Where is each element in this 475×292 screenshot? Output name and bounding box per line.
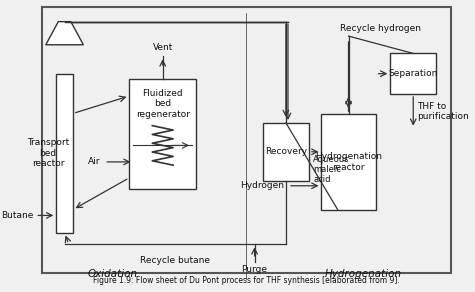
Text: Hydrogen: Hydrogen <box>240 181 284 190</box>
Bar <box>322 114 376 210</box>
Text: Figure 1.9: Flow sheet of Du Pont process for THF synthesis [elaborated from 9].: Figure 1.9: Flow sheet of Du Pont proces… <box>93 276 399 285</box>
Text: Recovery: Recovery <box>265 147 307 156</box>
Text: THF to
purification: THF to purification <box>418 102 469 121</box>
Text: Hydrogenation
reactor: Hydrogenation reactor <box>315 152 382 172</box>
Text: Fluidized
bed
regenerator: Fluidized bed regenerator <box>136 89 190 119</box>
Text: Air: Air <box>87 157 100 166</box>
Text: Butane: Butane <box>1 211 33 220</box>
Text: Recycle butane: Recycle butane <box>140 256 210 265</box>
Text: Purge: Purge <box>242 265 267 274</box>
Text: Recycle hydrogen: Recycle hydrogen <box>341 24 421 33</box>
Bar <box>56 74 73 233</box>
Text: Vent: Vent <box>152 43 173 52</box>
Text: Separation: Separation <box>389 69 438 78</box>
Text: Transport
bed
reactor: Transport bed reactor <box>27 138 69 168</box>
Bar <box>263 123 309 181</box>
Text: Hydrogenation: Hydrogenation <box>324 269 402 279</box>
Polygon shape <box>46 22 84 45</box>
Bar <box>390 53 436 94</box>
Bar <box>129 79 196 190</box>
Text: Oxidation: Oxidation <box>87 269 138 279</box>
Text: Aqueous
maleic
acid: Aqueous maleic acid <box>313 155 350 185</box>
